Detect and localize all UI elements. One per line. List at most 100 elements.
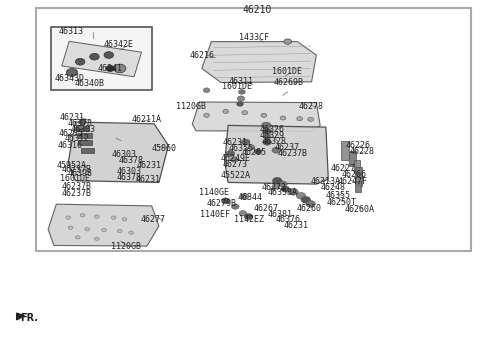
Circle shape bbox=[301, 196, 311, 203]
Text: 46313A: 46313A bbox=[311, 177, 341, 186]
Text: 46311: 46311 bbox=[228, 77, 253, 86]
Circle shape bbox=[106, 66, 115, 71]
Polygon shape bbox=[225, 125, 328, 184]
Text: 46328: 46328 bbox=[262, 137, 287, 146]
Circle shape bbox=[240, 193, 249, 199]
Text: 46277: 46277 bbox=[141, 215, 166, 224]
Text: 46267: 46267 bbox=[253, 204, 278, 213]
Text: 1140GE: 1140GE bbox=[199, 188, 229, 197]
Text: 46326: 46326 bbox=[260, 125, 285, 134]
Circle shape bbox=[221, 198, 230, 204]
Text: 46344: 46344 bbox=[238, 193, 263, 202]
Text: 46248: 46248 bbox=[321, 183, 346, 192]
Circle shape bbox=[239, 90, 245, 94]
Circle shape bbox=[66, 68, 78, 76]
Circle shape bbox=[279, 181, 287, 187]
Text: 46312: 46312 bbox=[64, 134, 89, 143]
Circle shape bbox=[308, 117, 313, 121]
Text: 46378: 46378 bbox=[119, 156, 144, 166]
Text: 46341: 46341 bbox=[98, 64, 123, 73]
Text: 46250T: 46250T bbox=[326, 198, 356, 207]
Text: 46329: 46329 bbox=[260, 131, 285, 140]
Text: 46211A: 46211A bbox=[132, 115, 162, 124]
Circle shape bbox=[223, 109, 228, 113]
Polygon shape bbox=[202, 42, 316, 82]
Circle shape bbox=[248, 145, 255, 149]
Circle shape bbox=[263, 139, 272, 145]
Circle shape bbox=[237, 96, 245, 101]
Text: 46358A: 46358A bbox=[268, 188, 298, 197]
Circle shape bbox=[272, 147, 281, 153]
Circle shape bbox=[296, 192, 306, 199]
Bar bbox=[81, 148, 94, 153]
Text: 45522A: 45522A bbox=[220, 171, 250, 180]
Text: 46247F: 46247F bbox=[337, 177, 367, 186]
Circle shape bbox=[104, 52, 114, 58]
Bar bbox=[51, 26, 152, 90]
Circle shape bbox=[95, 215, 99, 218]
Polygon shape bbox=[68, 122, 168, 183]
Text: 1140EF: 1140EF bbox=[200, 210, 230, 219]
Text: 1601DE: 1601DE bbox=[272, 67, 302, 76]
Circle shape bbox=[237, 102, 243, 106]
Text: 45860: 45860 bbox=[151, 144, 176, 153]
Circle shape bbox=[75, 236, 80, 239]
Text: 46237B: 46237B bbox=[62, 189, 92, 198]
Circle shape bbox=[111, 216, 116, 219]
Text: 46231: 46231 bbox=[60, 113, 84, 122]
Circle shape bbox=[204, 113, 209, 117]
Circle shape bbox=[288, 189, 298, 195]
Text: 46231: 46231 bbox=[223, 138, 248, 147]
Text: 1601DE: 1601DE bbox=[222, 82, 252, 91]
Text: 46355: 46355 bbox=[228, 144, 253, 153]
Circle shape bbox=[75, 58, 85, 65]
Text: 46376: 46376 bbox=[275, 215, 300, 224]
Text: 46340B: 46340B bbox=[75, 79, 105, 88]
Circle shape bbox=[90, 53, 99, 60]
Circle shape bbox=[281, 186, 289, 192]
Text: 1433CF: 1433CF bbox=[240, 33, 269, 42]
Circle shape bbox=[122, 218, 127, 221]
Polygon shape bbox=[48, 204, 159, 246]
Circle shape bbox=[264, 135, 271, 139]
Circle shape bbox=[230, 157, 238, 162]
Text: 46355: 46355 bbox=[325, 191, 350, 200]
Text: 46266: 46266 bbox=[342, 170, 367, 178]
Circle shape bbox=[239, 211, 247, 216]
Circle shape bbox=[280, 116, 286, 120]
Circle shape bbox=[297, 117, 302, 121]
Text: 46273: 46273 bbox=[223, 160, 248, 169]
Polygon shape bbox=[192, 102, 320, 131]
Circle shape bbox=[254, 149, 262, 154]
Circle shape bbox=[79, 119, 86, 125]
Circle shape bbox=[117, 230, 122, 233]
Text: 46231: 46231 bbox=[136, 174, 161, 184]
Text: 46272: 46272 bbox=[262, 183, 287, 192]
Text: 46237B: 46237B bbox=[62, 182, 92, 191]
Circle shape bbox=[78, 125, 85, 129]
Text: 46398: 46398 bbox=[68, 169, 93, 178]
Circle shape bbox=[231, 204, 239, 209]
Text: 46231: 46231 bbox=[284, 221, 309, 231]
Circle shape bbox=[80, 214, 85, 217]
Polygon shape bbox=[17, 313, 24, 320]
Bar bbox=[355, 167, 362, 179]
Bar bbox=[78, 133, 92, 138]
Bar bbox=[341, 141, 349, 160]
Text: 46210: 46210 bbox=[242, 5, 271, 15]
Text: 46249E: 46249E bbox=[220, 154, 250, 163]
Text: FR.: FR. bbox=[21, 313, 38, 323]
Bar bbox=[356, 174, 362, 186]
Text: 46216: 46216 bbox=[189, 50, 215, 59]
Text: 46378: 46378 bbox=[117, 173, 142, 182]
Text: 46237B: 46237B bbox=[277, 149, 308, 158]
Text: 46237: 46237 bbox=[274, 143, 299, 152]
Text: 46269B: 46269B bbox=[274, 78, 304, 87]
Text: 1120GB: 1120GB bbox=[176, 102, 206, 111]
Bar bbox=[348, 151, 356, 167]
Circle shape bbox=[66, 216, 71, 219]
Bar bbox=[76, 126, 89, 131]
Text: 46303: 46303 bbox=[117, 167, 142, 176]
Bar bbox=[62, 41, 142, 77]
Text: 46342E: 46342E bbox=[103, 41, 133, 49]
